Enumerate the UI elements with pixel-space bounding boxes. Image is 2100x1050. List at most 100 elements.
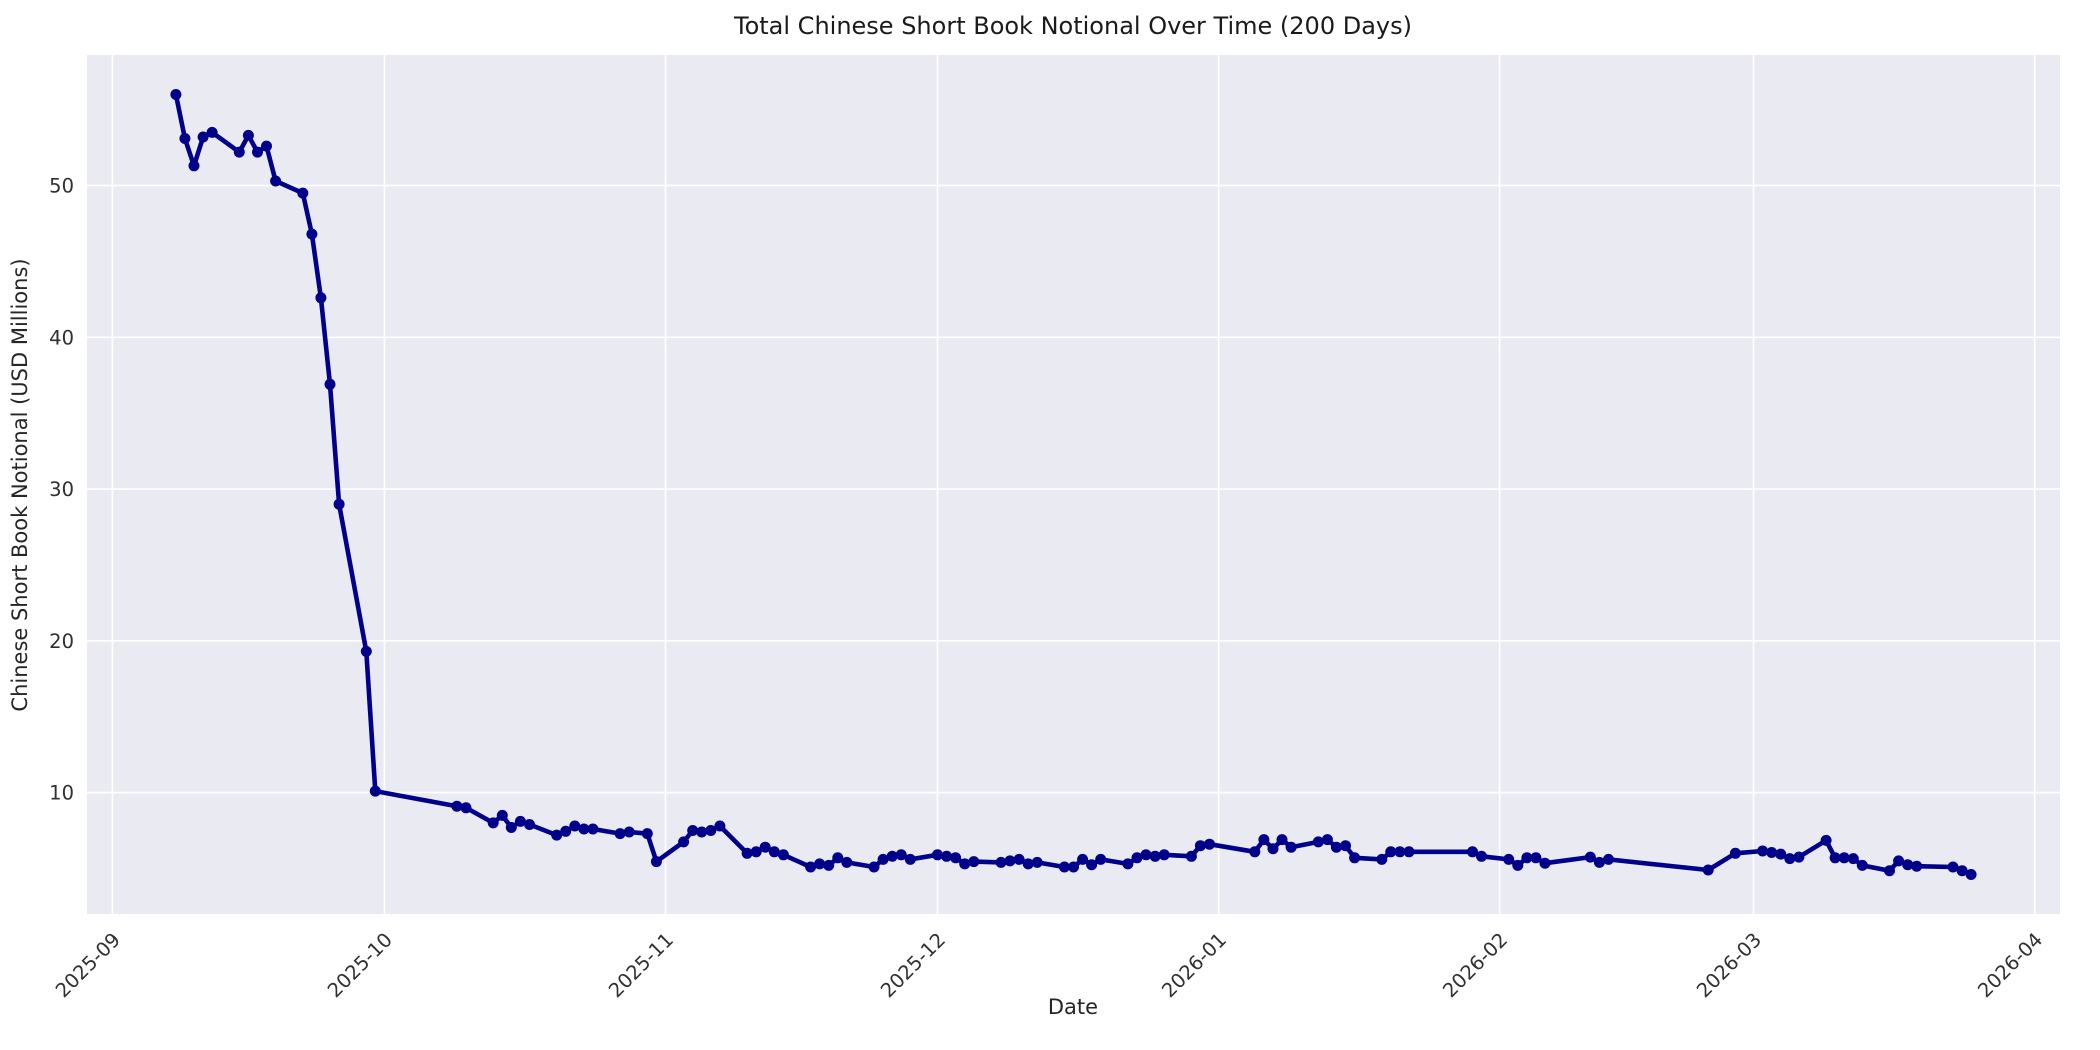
data-point [1194,840,1206,852]
data-point [206,126,218,138]
y-tick-label: 10 [49,782,74,805]
data-point [623,826,635,838]
data-point [524,819,535,830]
x-tick-label: 2026-01 [1157,928,1231,1002]
data-point [1956,865,1968,877]
data-point [895,849,907,861]
data-point [1847,853,1859,865]
data-point [1276,834,1288,846]
data-point [741,847,753,859]
data-point [1530,852,1542,864]
data-point [233,146,245,158]
data-point [1321,834,1333,846]
data-point [932,849,943,861]
data-point [560,825,572,837]
data-point [777,849,789,861]
data-point [687,825,699,836]
data-point [768,846,780,858]
data-point [460,802,472,814]
data-point [750,846,762,858]
data-point [1086,859,1098,871]
data-point [868,861,880,873]
data-point [1729,847,1741,859]
data-point [1058,861,1070,873]
data-point [705,825,717,836]
data-point [324,378,336,390]
data-point [1702,864,1714,876]
data-point [805,861,817,873]
data-point [1856,859,1868,871]
x-tick-label: 2025-10 [323,928,397,1002]
data-point [832,852,844,864]
data-point [1829,852,1841,864]
data-point [1820,834,1832,846]
data-point [1077,853,1089,865]
data-point [886,850,898,862]
data-point [514,815,526,827]
data-point [1503,853,1515,865]
data-point [968,856,980,868]
data-point [1394,846,1406,858]
x-tick-label: 2026-04 [1973,928,2047,1002]
data-point [1603,853,1614,865]
data-point [641,828,653,840]
data-point [841,856,853,868]
data-point [1593,856,1605,868]
data-point [1911,860,1923,872]
data-point [1031,856,1043,868]
data-point [1013,853,1025,865]
data-point [270,175,282,187]
data-point [1376,853,1388,865]
data-point [1521,852,1533,864]
x-axis-label: Date [1048,995,1098,1019]
data-point [1122,858,1134,870]
data-point [369,785,381,797]
data-point [1158,849,1170,861]
data-point [360,645,372,657]
data-point [959,858,971,870]
data-point [1902,859,1914,871]
x-tick-label: 2026-03 [1692,928,1766,1002]
data-point [1340,840,1351,852]
data-point [1249,846,1261,858]
data-point [306,228,318,240]
data-point [1349,852,1361,864]
data-point [614,828,626,840]
y-tick-label: 50 [49,175,74,198]
x-tick-label: 2026-02 [1438,928,1512,1002]
data-point [569,820,581,832]
y-tick-label: 20 [49,630,74,653]
data-point [1775,848,1787,860]
data-point [1766,847,1778,858]
data-point [950,852,962,864]
data-point [451,800,463,812]
data-point [1068,861,1079,873]
data-point [333,498,345,510]
data-point [1004,855,1016,867]
data-point [696,826,708,838]
data-point [179,133,191,144]
data-point [1095,853,1107,865]
data-point [252,146,263,158]
data-point [170,89,182,100]
data-point [1149,850,1161,862]
data-point [261,140,272,152]
data-point [587,823,599,835]
data-point [496,809,508,821]
data-point [823,859,835,871]
data-point [1893,855,1905,867]
data-point [1476,850,1487,862]
y-tick-label: 40 [49,326,74,349]
data-point [1285,841,1297,853]
data-point [1403,846,1415,858]
y-axis-tick-labels: 10 20 30 40 50 [49,175,74,805]
chart-title: Total Chinese Short Book Notional Over T… [733,12,1412,40]
data-point [188,160,200,172]
data-point [1185,850,1197,862]
data-point [197,131,209,143]
data-point [297,187,309,199]
x-axis-tick-labels: 2025-09 2025-10 2025-11 2025-12 2026-01 2026-… [51,928,2047,1002]
y-tick-label: 30 [49,478,74,501]
data-point [678,836,690,848]
data-point [242,129,254,141]
